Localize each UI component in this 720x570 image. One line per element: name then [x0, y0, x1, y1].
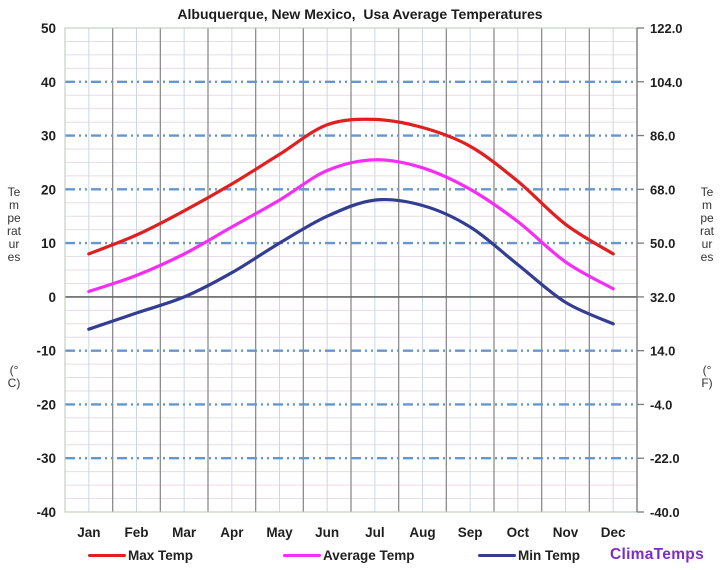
- month-tick-label: May: [266, 525, 293, 540]
- f-axis-tick-label: 14.0: [650, 344, 675, 359]
- y-axis-label-celsius: Temperatures: [6, 185, 21, 264]
- month-tick-label: Apr: [220, 525, 244, 540]
- month-tick-label: Aug: [409, 525, 435, 540]
- legend-item-average-temp: Average Temp: [283, 546, 415, 566]
- month-tick-label: Mar: [172, 525, 197, 540]
- average-temp-curve: [87, 158, 615, 294]
- month-tick-label: Feb: [124, 525, 148, 540]
- legend-label-average-temp: Average Temp: [323, 548, 415, 563]
- y-axis-unit-celsius: (°C): [7, 363, 21, 390]
- f-axis-tick-label: 104.0: [650, 75, 683, 90]
- f-axis-tick-label: 68.0: [650, 182, 675, 197]
- f-axis-tick-label: 122.0: [650, 21, 683, 36]
- legend-item-min-temp: Min Temp: [478, 546, 580, 566]
- c-axis-tick-label: 40: [41, 75, 56, 90]
- f-axis-tick-label: -4.0: [650, 397, 672, 412]
- month-tick-label: Sep: [458, 525, 483, 540]
- c-axis-tick-label: 50: [41, 21, 56, 36]
- f-axis-tick-label: -22.0: [650, 451, 680, 466]
- legend-item-max-temp: Max Temp: [88, 546, 193, 566]
- c-axis-tick-label: -40: [36, 505, 56, 520]
- c-axis-tick-label: 0: [48, 290, 56, 305]
- month-tick-label: Jan: [77, 525, 100, 540]
- y-axis-unit-fahrenheit: (°F): [701, 363, 713, 390]
- legend-label-max-temp: Max Temp: [128, 548, 194, 563]
- max-temp-line-swatch: [88, 553, 126, 558]
- c-axis-tick-label: -10: [36, 344, 56, 359]
- f-axis-tick-label: 50.0: [650, 236, 675, 251]
- month-tick-label: Jun: [315, 525, 339, 540]
- c-axis-tick-label: -30: [36, 451, 56, 466]
- climatemps-watermark-link[interactable]: ClimaTemps: [609, 546, 704, 563]
- f-axis-tick-label: 32.0: [650, 290, 675, 305]
- c-axis-tick-label: 20: [41, 182, 56, 197]
- c-axis-tick-label: 30: [41, 129, 56, 144]
- month-tick-label: Dec: [601, 525, 626, 540]
- month-tick-label: Jul: [365, 525, 385, 540]
- f-axis-tick-label: -40.0: [650, 505, 680, 520]
- month-tick-label: Nov: [553, 525, 579, 540]
- legend-label-min-temp: Min Temp: [518, 548, 580, 563]
- f-axis-tick-label: 86.0: [650, 129, 675, 144]
- y-axis-label-fahrenheit: Temperatures: [699, 185, 714, 264]
- min-temp-line-swatch: [478, 553, 516, 558]
- chart-title: Albuquerque, New Mexico, Usa Average Tem…: [177, 6, 543, 22]
- min-temp-curve: [87, 197, 615, 331]
- c-axis-tick-label: 10: [41, 236, 56, 251]
- month-tick-label: Oct: [507, 525, 530, 540]
- average-temp-line-swatch: [283, 553, 321, 558]
- c-axis-tick-label: -20: [36, 397, 56, 412]
- max-temp-curve: [87, 117, 615, 256]
